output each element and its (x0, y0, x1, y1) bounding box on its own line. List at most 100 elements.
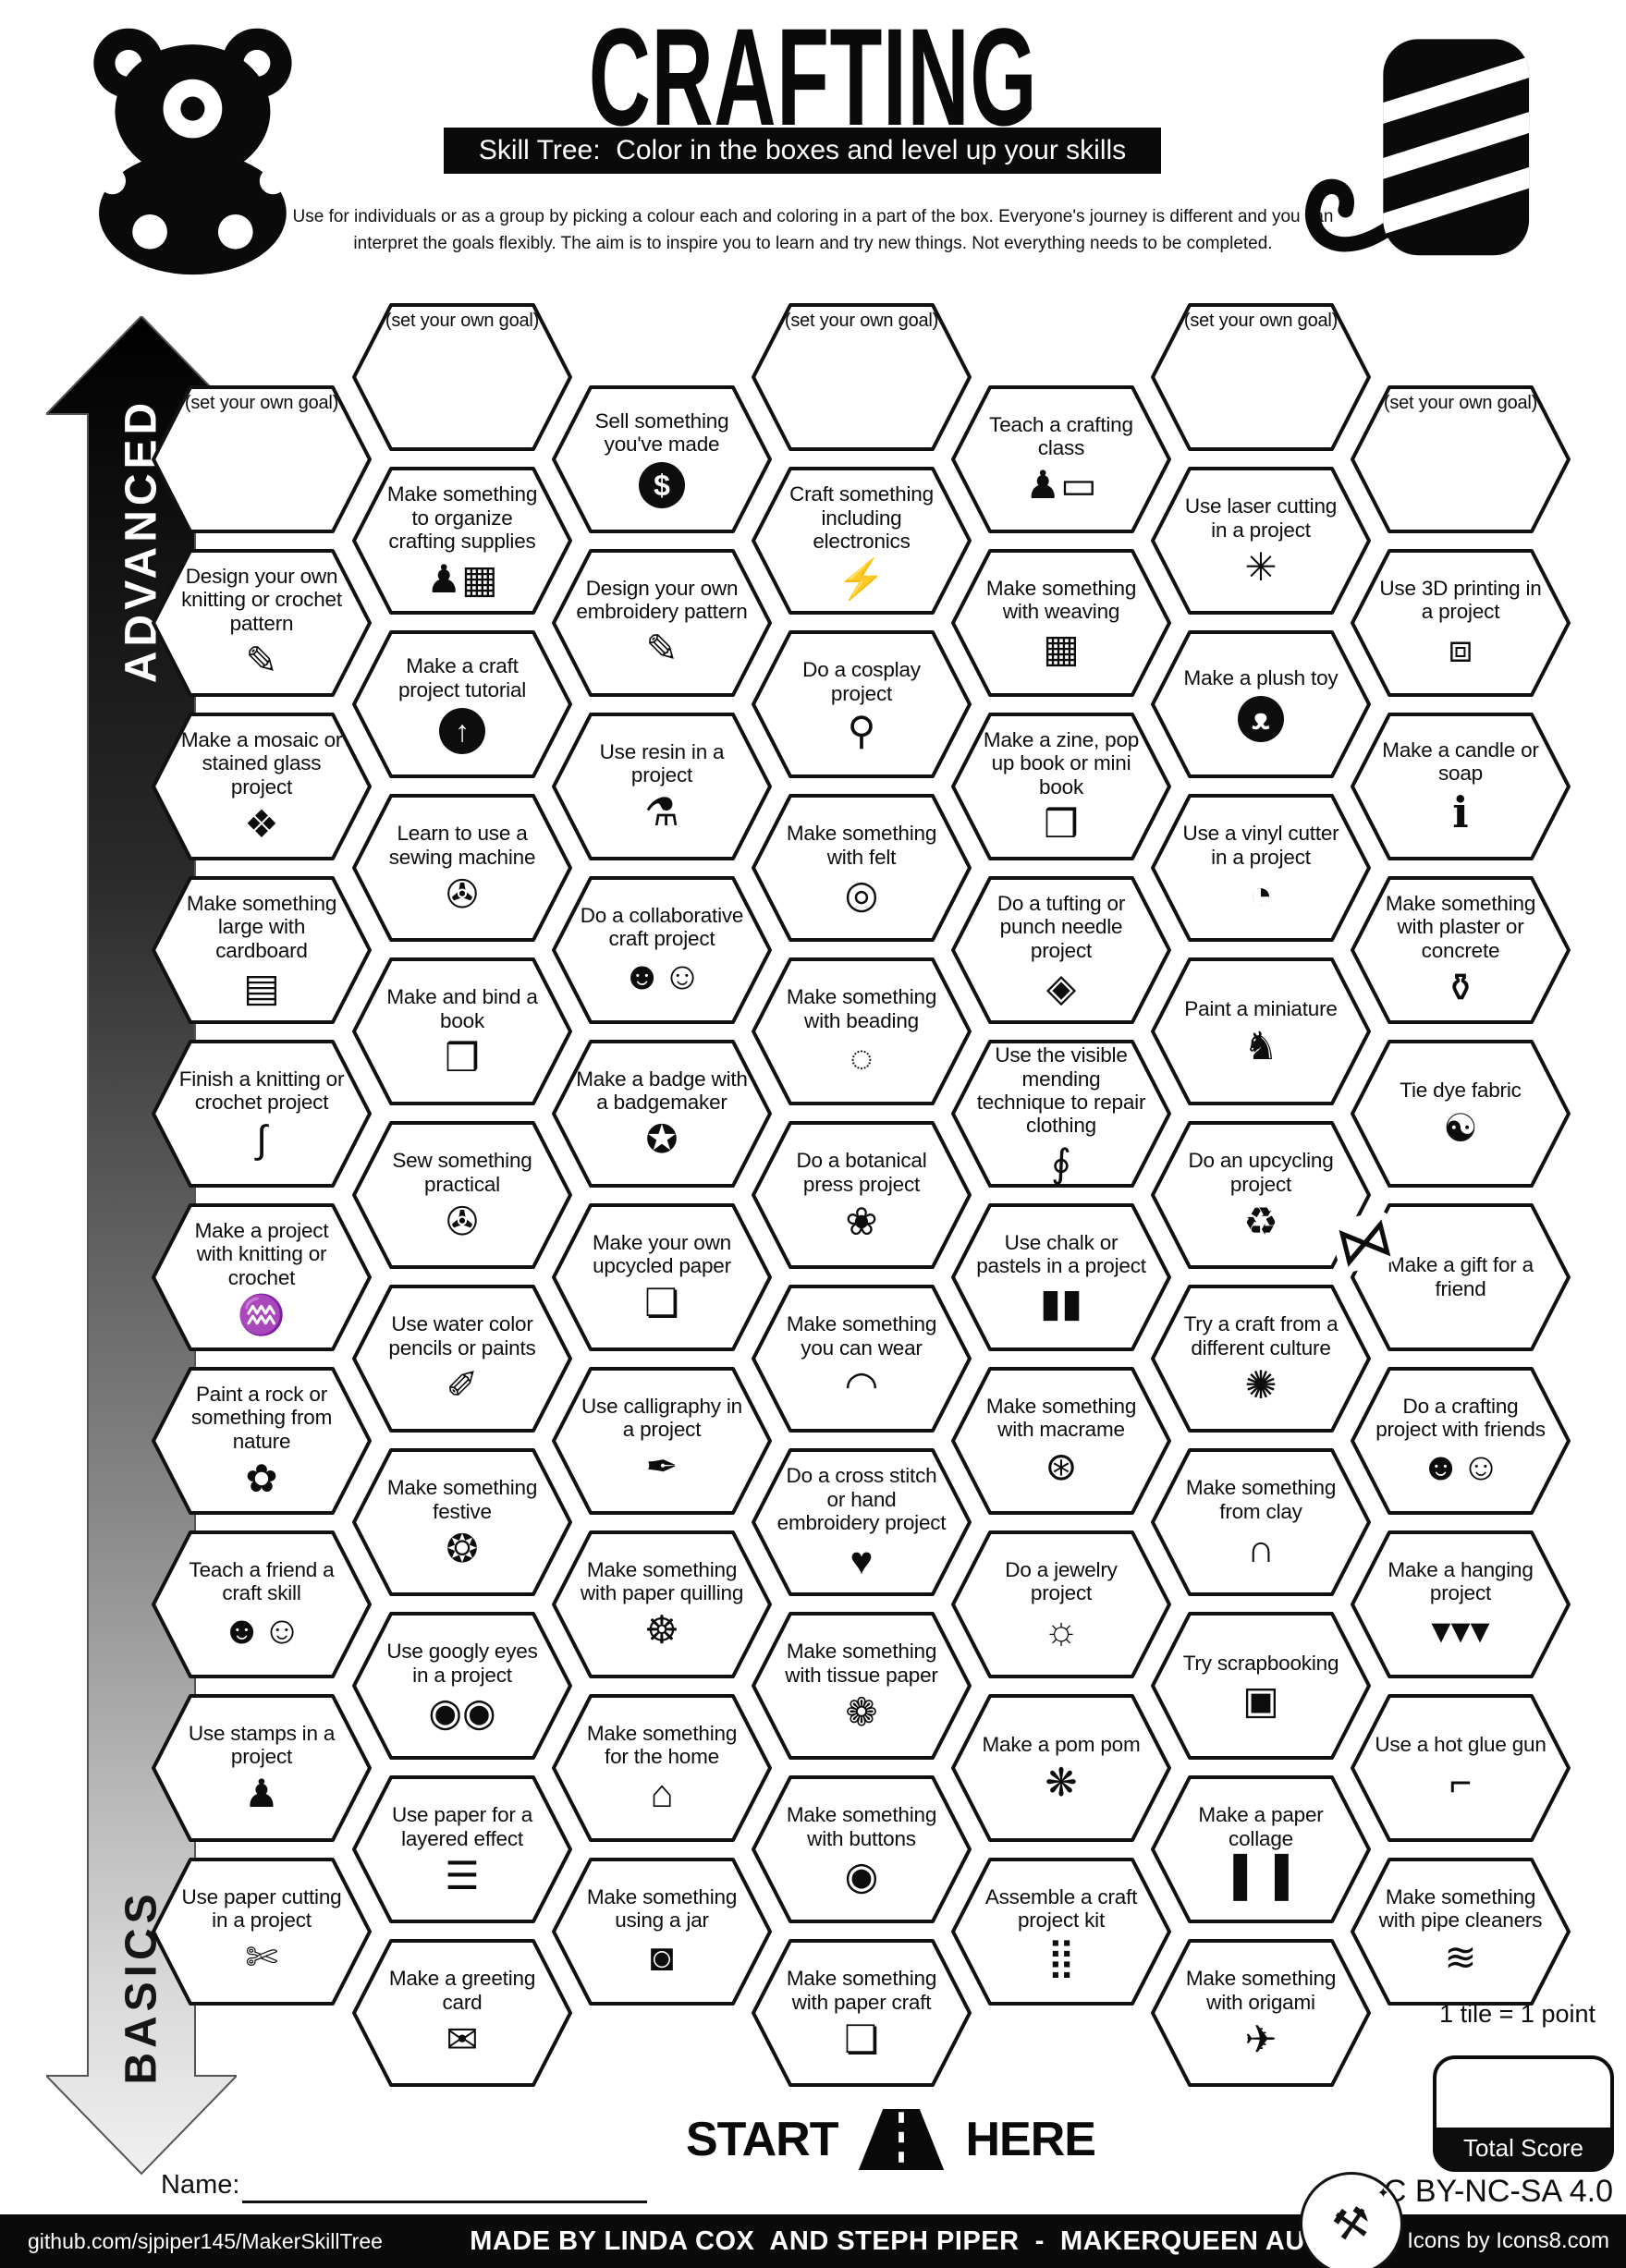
hex-make-a-plush-toy[interactable]: Make a plush toy ᴥ (1151, 629, 1371, 779)
hex-make-something-with-felt[interactable]: Make something with felt ◎ (752, 793, 972, 943)
hex-make-a-pom-pom[interactable]: Make a pom pom ❋ (951, 1693, 1171, 1843)
tissue-flower-icon: ❁ (845, 1689, 878, 1734)
hex-set-your-own-goal[interactable]: (set your own goal) (1351, 384, 1571, 534)
hex-label: Use googly eyes in a project (386, 1640, 538, 1687)
hex-make-a-zine-pop-up-book-or-mini-book[interactable]: Make a zine, pop up book or mini book ❒ (951, 712, 1171, 861)
hex-craft-something-including-electronics[interactable]: Craft something including electronics ⚡ (752, 466, 972, 616)
hex-try-a-craft-from-a-different-culture[interactable]: Try a craft from a different culture ✺ (1151, 1284, 1371, 1433)
hex-make-something-with-plaster-or-concrete[interactable]: Make something with plaster or concrete ⚱ (1351, 875, 1571, 1025)
statue-icon: ⚱ (1444, 966, 1477, 1010)
footer-icons-credit: Icons by Icons8.com (1407, 2228, 1609, 2253)
hex-use-calligraphy-in-a-project[interactable]: Use calligraphy in a project ✒ (552, 1366, 772, 1516)
hex-teach-a-crafting-class[interactable]: Teach a crafting class ♟▭ (951, 384, 1171, 534)
hex-use-resin-in-a-project[interactable]: Use resin in a project ⚗ (552, 712, 772, 861)
hex-make-something-with-origami[interactable]: Make something with origami ✈ (1151, 1938, 1371, 2088)
hex-label: Do a cross stitch or hand embroidery pro… (776, 1464, 947, 1535)
hex-use-laser-cutting-in-a-project[interactable]: Use laser cutting in a project ✳ (1151, 466, 1371, 616)
rainbow-icon: ∩ (1246, 1526, 1276, 1570)
hex-design-your-own-knitting-or-crochet-pattern[interactable]: Design your own knitting or crochet patt… (152, 548, 372, 698)
hex-label: Assemble a craft project kit (984, 1884, 1138, 1932)
hex-make-something-with-paper-quilling[interactable]: Make something with paper quilling ☸ (552, 1530, 772, 1679)
hex-do-a-cross-stitch-or-hand-embroidery-project[interactable]: Do a cross stitch or hand embroidery pro… (752, 1447, 972, 1597)
hex-make-something-to-organize-crafting-supplies[interactable]: Make something to organize crafting supp… (352, 466, 572, 616)
hex-make-something-with-weaving[interactable]: Make something with weaving ▦ (951, 548, 1171, 698)
hex-use-a-hot-glue-gun[interactable]: Use a hot glue gun ⌐ (1351, 1693, 1571, 1843)
hex-paint-a-miniature[interactable]: Paint a miniature ♞ (1151, 957, 1371, 1106)
knight-miniature-icon: ♞ (1243, 1024, 1278, 1068)
hex-use-a-vinyl-cutter-in-a-project[interactable]: Use a vinyl cutter in a project ◔ (1151, 793, 1371, 943)
hex-set-your-own-goal[interactable]: (set your own goal) (352, 302, 572, 452)
hex-use-paper-for-a-layered-effect[interactable]: Use paper for a layered effect ☰ (352, 1774, 572, 1924)
hex-make-a-project-with-knitting-or-crochet[interactable]: Make a project with knitting or crochet ♒ (152, 1202, 372, 1352)
hex-use-chalk-or-pastels-in-a-project[interactable]: Use chalk or pastels in a project ▮▮ (951, 1202, 1171, 1352)
hex-set-your-own-goal[interactable]: (set your own goal) (1151, 302, 1371, 452)
hex-finish-a-knitting-or-crochet-project[interactable]: Finish a knitting or crochet project ∫ (152, 1039, 372, 1189)
hex-make-a-hanging-project[interactable]: Make a hanging project ▾▾▾ (1351, 1530, 1571, 1679)
hex-make-something-from-clay[interactable]: Make something from clay ∩ (1151, 1447, 1371, 1597)
hex-make-a-craft-project-tutorial[interactable]: Make a craft project tutorial ↑ (352, 629, 572, 779)
hex-do-a-botanical-press-project[interactable]: Do a botanical press project ❀ (752, 1120, 972, 1270)
hex-set-your-own-goal[interactable]: (set your own goal) (152, 384, 372, 534)
hex-make-a-greeting-card[interactable]: Make a greeting card ✉ (352, 1938, 572, 2088)
hex-do-a-collaborative-craft-project[interactable]: Do a collaborative craft project ☻☺ (552, 875, 772, 1025)
hex-make-something-with-tissue-paper[interactable]: Make something with tissue paper ❁ (752, 1611, 972, 1761)
hex-make-something-with-macrame[interactable]: Make something with macrame ⊛ (951, 1366, 1171, 1516)
book-icon: ❒ (445, 1035, 480, 1079)
hex-make-something-large-with-cardboard[interactable]: Make something large with cardboard ▤ (152, 875, 372, 1025)
money-bag-icon: $ (639, 462, 685, 509)
hex-make-something-you-can-wear[interactable]: Make something you can wear ◠ (752, 1284, 972, 1433)
hex-label: (set your own goal) (1383, 392, 1538, 413)
total-score-box[interactable]: Total Score (1433, 2055, 1614, 2172)
hex-label: Try scrapbooking (1182, 1651, 1339, 1675)
subtitle-text: Skill Tree: Color in the boxes and level… (478, 135, 1127, 165)
hex-label: Make something with felt (786, 822, 937, 869)
hex-sew-something-practical[interactable]: Sew something practical ✇ (352, 1120, 572, 1270)
teddy-bear-icon: ᴥ (1238, 696, 1284, 743)
recycle-icon: ♻ (1243, 1199, 1278, 1243)
layered-paper-icon: ☰ (445, 1853, 480, 1897)
hex-set-your-own-goal[interactable]: (set your own goal) (752, 302, 972, 452)
hex-use-the-visible-mending-technique-to-repair-clothing[interactable]: Use the visible mending technique to rep… (951, 1039, 1171, 1189)
hex-make-something-festive[interactable]: Make something festive ❂ (352, 1447, 572, 1597)
hex-label: Make something to organize crafting supp… (386, 482, 538, 554)
hex-make-and-bind-a-book[interactable]: Make and bind a book ❒ (352, 957, 572, 1106)
paintbrush-icon: ✐ (446, 1362, 479, 1407)
hex-label: Make something large with cardboard (186, 891, 337, 962)
hex-do-a-tufting-or-punch-needle-project[interactable]: Do a tufting or punch needle project ◈ (951, 875, 1171, 1025)
hex-make-something-with-paper-craft[interactable]: Make something with paper craft ❏ (752, 1938, 972, 2088)
hex-make-something-with-pipe-cleaners[interactable]: Make something with pipe cleaners ≋ (1351, 1857, 1571, 2006)
hex-sell-something-you-ve-made[interactable]: Sell something you've made $ (552, 384, 772, 534)
hex-learn-to-use-a-sewing-machine[interactable]: Learn to use a sewing machine ✇ (352, 793, 572, 943)
hex-make-a-paper-collage[interactable]: Make a paper collage ▌▐ (1151, 1774, 1371, 1924)
hex-do-a-crafting-project-with-friends[interactable]: Do a crafting project with friends ☻☺ (1351, 1366, 1571, 1516)
hex-use-water-color-pencils-or-paints[interactable]: Use water color pencils or paints ✐ (352, 1284, 572, 1433)
hex-make-a-gift-for-a-friend[interactable]: Make a gift for a friend ⋈ (1328, 1202, 1571, 1352)
hex-make-a-candle-or-soap[interactable]: Make a candle or soap i (1351, 712, 1571, 861)
hex-make-something-with-beading[interactable]: Make something with beading ◌ (752, 957, 972, 1106)
hex-use-paper-cutting-in-a-project[interactable]: Use paper cutting in a project ✄ (152, 1857, 372, 2006)
hex-make-your-own-upcycled-paper[interactable]: Make your own upcycled paper ❏ (552, 1202, 772, 1352)
googly-eyes-icon: ◉◉ (428, 1689, 496, 1734)
hex-label: Make something from clay (1185, 1476, 1337, 1523)
hex-use-stamps-in-a-project[interactable]: Use stamps in a project ♟ (152, 1693, 372, 1843)
hex-do-a-jewelry-project[interactable]: Do a jewelry project ☼ (951, 1530, 1171, 1679)
hex-label: Sell something you've made (594, 408, 729, 456)
hex-do-a-cosplay-project[interactable]: Do a cosplay project ⚲ (752, 629, 972, 779)
hex-teach-a-friend-a-craft-skill[interactable]: Teach a friend a craft skill ☻☺ (152, 1530, 372, 1679)
name-input-line[interactable] (242, 2201, 647, 2203)
hex-design-your-own-embroidery-pattern[interactable]: Design your own embroidery pattern ✎ (552, 548, 772, 698)
hex-make-something-with-buttons[interactable]: Make something with buttons ◉ (752, 1774, 972, 1924)
organize-supplies-icon: ♟▦ (426, 556, 498, 601)
hex-try-scrapbooking[interactable]: Try scrapbooking ▣ (1151, 1611, 1371, 1761)
hex-use-googly-eyes-in-a-project[interactable]: Use googly eyes in a project ◉◉ (352, 1611, 572, 1761)
hex-assemble-a-craft-project-kit[interactable]: Assemble a craft project kit ⣿ (951, 1857, 1171, 2006)
hex-do-an-upcycling-project[interactable]: Do an upcycling project ♻ (1151, 1120, 1371, 1270)
hex-make-a-mosaic-or-stained-glass-project[interactable]: Make a mosaic or stained glass project ❖ (152, 712, 372, 861)
hex-paint-a-rock-or-something-from-nature[interactable]: Paint a rock or something from nature ✿ (152, 1366, 372, 1516)
hex-tie-dye-fabric[interactable]: Tie dye fabric ☯ (1351, 1039, 1571, 1189)
hex-make-a-badge-with-a-badgemaker[interactable]: Make a badge with a badgemaker ✪ (552, 1039, 772, 1189)
hex-use-3d-printing-in-a-project[interactable]: Use 3D printing in a project ⧈ (1351, 548, 1571, 698)
hex-make-something-using-a-jar[interactable]: Make something using a jar ◙ (552, 1857, 772, 2006)
hex-label: (set your own goal) (184, 392, 339, 413)
hex-make-something-for-the-home[interactable]: Make something for the home ⌂ (552, 1693, 772, 1843)
